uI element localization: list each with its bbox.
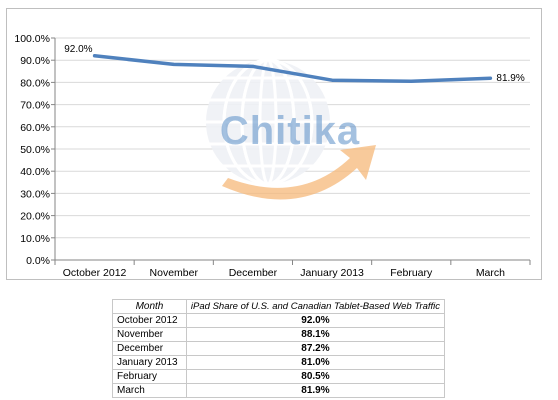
x-tick-label: March — [476, 267, 505, 279]
table-header-month: Month — [112, 299, 187, 314]
y-tick-label: 30.0% — [20, 188, 50, 200]
y-tick-labels: 0.0% 10.0% 20.0% 30.0% 40.0% 50.0% 60.0% 70.0% 8… — [14, 33, 50, 267]
y-tick-label: 0.0% — [26, 255, 50, 267]
y-tick-label: 60.0% — [20, 122, 50, 134]
table-cell-share: 92.0% — [185, 313, 446, 328]
x-tick-label: January 2013 — [300, 267, 364, 279]
table-row: November 88.1% — [112, 327, 446, 342]
table-row: February 80.5% — [112, 369, 446, 384]
y-tick-label: 10.0% — [20, 233, 50, 245]
x-tick-label: February — [390, 267, 433, 279]
series-lines — [92, 54, 493, 84]
data-label: 81.9% — [496, 73, 524, 84]
table-row: October 2012 92.0% — [112, 313, 446, 328]
x-tick-label: November — [150, 267, 199, 279]
table-cell-share: 81.0% — [185, 355, 446, 370]
table-cell-share: 80.5% — [185, 369, 446, 384]
table-row: January 2013 81.0% — [112, 355, 446, 370]
data-labels: 92.0% 81.9% — [64, 44, 525, 84]
x-tick-labels: October 2012 November December January 2013… — [63, 267, 505, 279]
x-tick-label: October 2012 — [63, 267, 127, 279]
table-cell-share: 81.9% — [185, 383, 446, 398]
watermark-globe-icon — [206, 58, 376, 200]
y-tick-label: 50.0% — [20, 144, 50, 156]
x-tick-label: December — [229, 267, 278, 279]
y-tick-label: 20.0% — [20, 211, 50, 223]
y-tick-label: 80.0% — [20, 77, 50, 89]
table-header-share: iPad Share of U.S. and Canadian Tablet-B… — [185, 299, 446, 314]
y-tick-label: 40.0% — [20, 166, 50, 178]
data-label: 92.0% — [64, 44, 92, 55]
watermark-text: Chitika — [220, 109, 360, 153]
table-cell-month: October 2012 — [112, 313, 187, 328]
table-cell-share: 88.1% — [185, 327, 446, 342]
watermark-arrow-icon — [222, 145, 376, 200]
table-cell-month: November — [112, 327, 187, 342]
data-table: Month iPad Share of U.S. and Canadian Ta… — [112, 299, 446, 398]
y-tick-label: 70.0% — [20, 100, 50, 112]
y-tick-label: 100.0% — [14, 33, 50, 45]
y-tick-label: 90.0% — [20, 55, 50, 67]
line-chart: Chitika 0.0% 10.0% 20.0% 30.0% 40.0% 50.0% 60.… — [14, 33, 531, 279]
table-cell-share: 87.2% — [185, 341, 446, 356]
table-row: December 87.2% — [112, 341, 446, 356]
chitika-watermark: Chitika — [206, 58, 376, 200]
table-cell-month: December — [112, 341, 187, 356]
axes — [51, 37, 531, 265]
table-header-row: Month iPad Share of U.S. and Canadian Ta… — [112, 299, 446, 314]
table-cell-month: February — [112, 369, 187, 384]
table-cell-month: January 2013 — [112, 355, 187, 370]
table-cell-month: March — [112, 383, 187, 398]
table-row: March 81.9% — [112, 383, 446, 398]
series-line — [92, 54, 493, 84]
